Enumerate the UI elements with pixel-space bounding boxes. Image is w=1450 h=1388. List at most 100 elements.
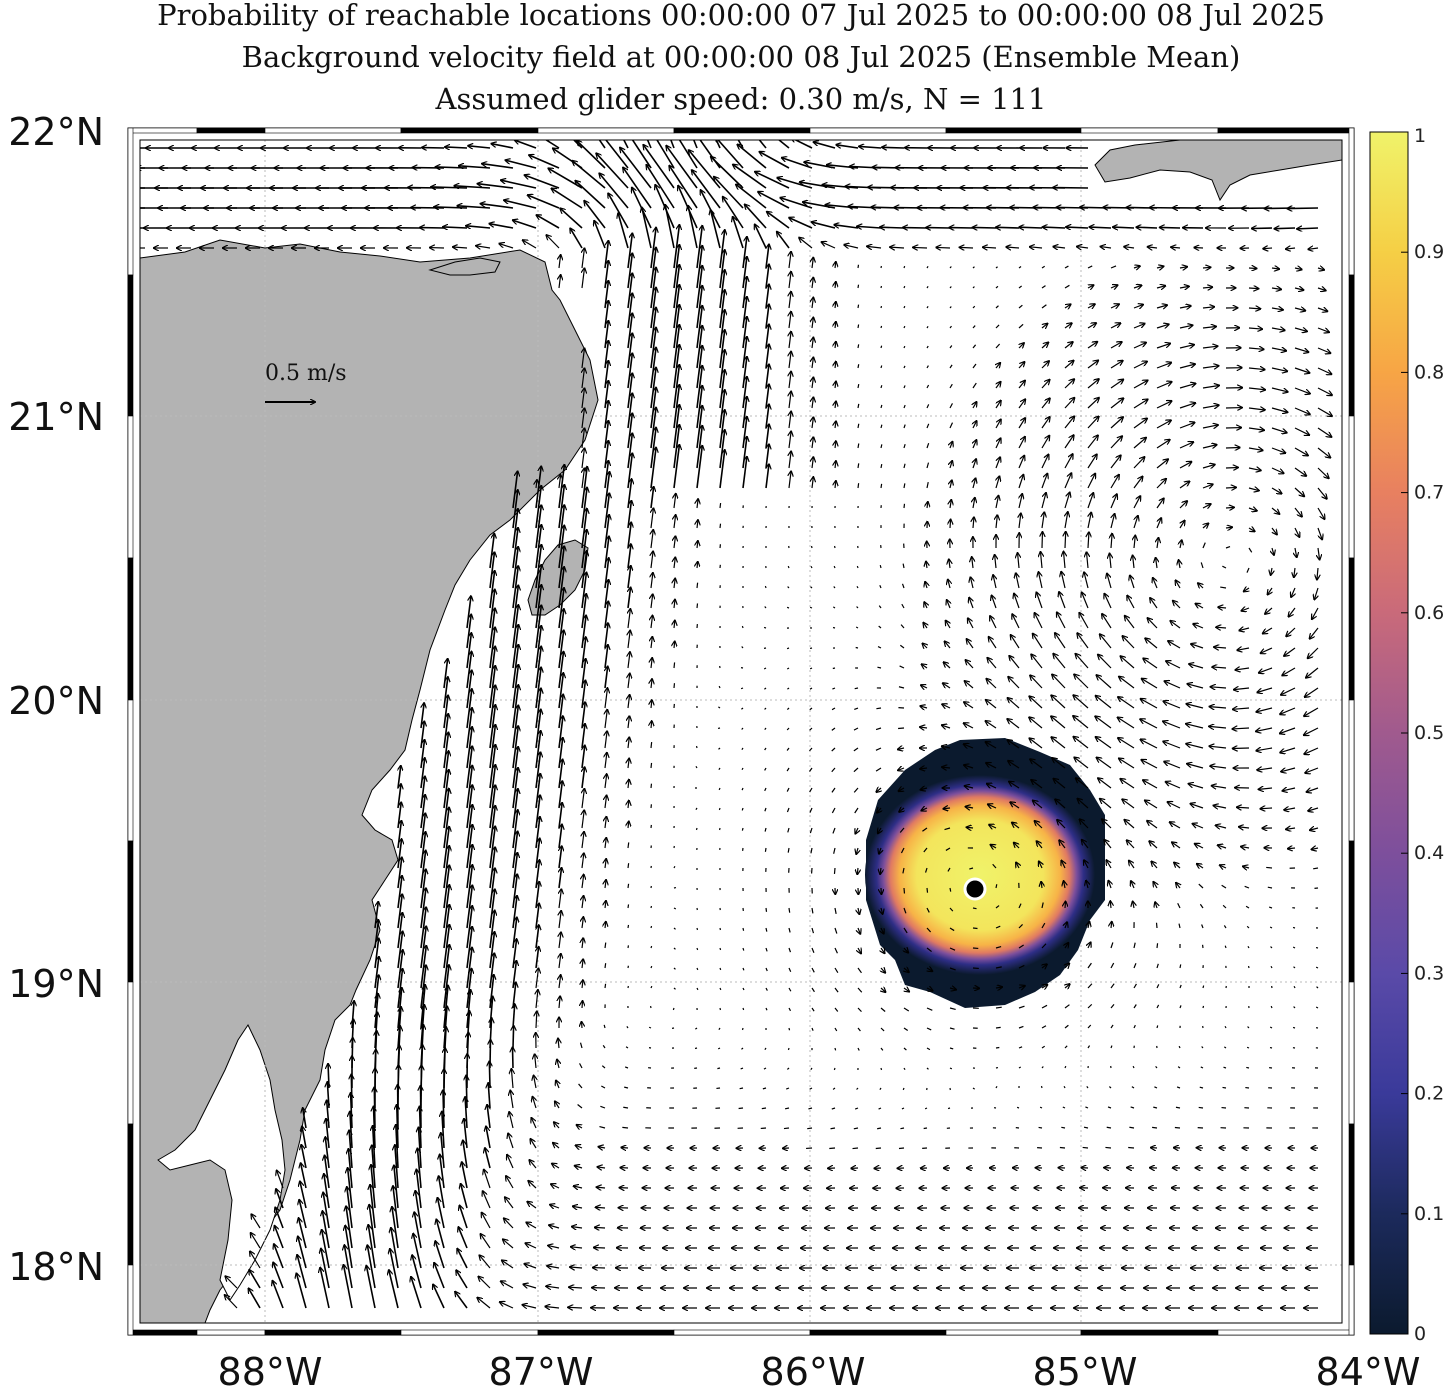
velocity-arrow: [799, 238, 813, 249]
velocity-arrow: [950, 520, 951, 529]
velocity-arrow: [1179, 403, 1195, 409]
velocity-arrow: [920, 706, 928, 708]
velocity-arrow: [857, 344, 860, 349]
velocity-arrow: [672, 1007, 675, 1011]
velocity-arrow: [1318, 547, 1320, 559]
velocity-arrow: [835, 382, 836, 389]
velocity-arrow: [966, 660, 974, 669]
velocity-arrow: [697, 520, 698, 529]
velocity-arrow: [903, 345, 906, 349]
frame-segment: [264, 1329, 402, 1336]
velocity-arrow: [1133, 305, 1143, 308]
velocity-arrow: [856, 606, 859, 609]
velocity-arrow: [536, 1012, 537, 1029]
velocity-arrow: [1284, 647, 1296, 656]
velocity-arrow: [1292, 926, 1296, 929]
velocity-arrow: [1133, 399, 1148, 409]
velocity-arrow: [1271, 288, 1281, 289]
velocity-arrow: [582, 1001, 583, 1009]
velocity-arrow: [1178, 1045, 1181, 1049]
velocity-arrow: [783, 1127, 790, 1130]
colorbar-tick-label: 0.4: [1414, 842, 1444, 864]
velocity-arrow: [812, 397, 813, 409]
velocity-arrow: [973, 402, 976, 409]
velocity-arrow: [1082, 593, 1089, 609]
velocity-arrow: [857, 324, 860, 329]
velocity-arrow: [945, 641, 951, 649]
velocity-arrow: [1246, 1046, 1250, 1049]
velocity-arrow: [1101, 247, 1112, 248]
velocity-arrow: [1061, 572, 1066, 589]
velocity-arrow: [949, 286, 952, 289]
velocity-arrow: [901, 603, 905, 609]
velocity-arrow: [1271, 368, 1287, 371]
velocity-arrow: [964, 702, 974, 709]
velocity-arrow: [787, 586, 790, 589]
velocity-arrow: [812, 278, 813, 289]
velocity-arrow: [855, 626, 859, 629]
velocity-arrow: [946, 621, 950, 629]
velocity-arrow: [877, 1127, 882, 1130]
velocity-arrow: [1053, 247, 1066, 248]
frame-segment: [809, 1329, 947, 1336]
velocity-arrow: [742, 317, 747, 349]
frame-segment: [127, 1123, 134, 1266]
title-line-3: Assumed glider speed: 0.30 m/s, N = 111: [435, 82, 1047, 116]
velocity-arrow: [628, 695, 630, 709]
velocity-arrow: [1110, 361, 1123, 369]
lon-tick-84w: 84°W: [1316, 1350, 1421, 1388]
velocity-arrow: [1271, 567, 1272, 575]
velocity-arrow: [1202, 386, 1219, 388]
velocity-arrow: [1286, 248, 1296, 249]
velocity-arrow: [624, 1086, 629, 1089]
velocity-arrow: [1176, 580, 1180, 589]
velocity-arrow: [1127, 596, 1135, 609]
velocity-arrow: [1012, 614, 1020, 629]
velocity-arrow: [960, 247, 974, 248]
velocity-arrow: [666, 146, 698, 189]
velocity-arrow: [559, 275, 561, 289]
velocity-arrow: [875, 1147, 882, 1150]
velocity-arrow: [763, 667, 767, 670]
velocity-arrow: [1263, 248, 1273, 249]
velocity-arrow: [950, 442, 952, 449]
velocity-arrow: [812, 258, 813, 269]
velocity-arrow: [1179, 462, 1191, 469]
velocity-arrow: [1222, 565, 1227, 569]
velocity-arrow: [1294, 467, 1306, 476]
velocity-arrow: [1212, 667, 1227, 668]
velocity-arrow: [1294, 328, 1307, 331]
velocity-arrow: [949, 364, 953, 369]
velocity-arrow: [926, 345, 929, 349]
velocity-arrow: [812, 477, 813, 489]
velocity-arrow: [995, 555, 996, 569]
velocity-arrow: [950, 500, 951, 509]
velocity-arrow: [829, 1147, 836, 1150]
velocity-arrow: [558, 630, 564, 669]
velocity-arrow: [559, 475, 561, 489]
velocity-arrow: [1317, 288, 1326, 290]
velocity-arrow: [765, 907, 768, 912]
velocity-arrow: [604, 140, 629, 169]
velocity-arrow: [627, 883, 630, 889]
velocity-arrow: [812, 378, 813, 389]
velocity-arrow: [789, 332, 791, 349]
velocity-arrow: [1156, 401, 1172, 409]
velocity-arrow: [1087, 474, 1095, 489]
velocity-arrow: [1132, 1065, 1135, 1069]
velocity-arrow: [968, 618, 974, 629]
velocity-arrow: [936, 247, 951, 248]
velocity-arrow: [558, 673, 563, 709]
velocity-arrow: [1111, 534, 1112, 549]
velocity-arrow: [627, 393, 632, 429]
velocity-arrow: [1317, 427, 1331, 437]
velocity-arrow: [833, 586, 836, 589]
velocity-arrow: [1233, 748, 1250, 749]
velocity-arrow: [627, 313, 632, 349]
velocity-arrow: [1179, 501, 1187, 509]
velocity-arrow: [833, 565, 836, 569]
frame-segment: [537, 1329, 675, 1336]
velocity-arrow: [1064, 342, 1073, 349]
velocity-arrow: [741, 827, 744, 831]
velocity-arrow: [1220, 586, 1227, 589]
